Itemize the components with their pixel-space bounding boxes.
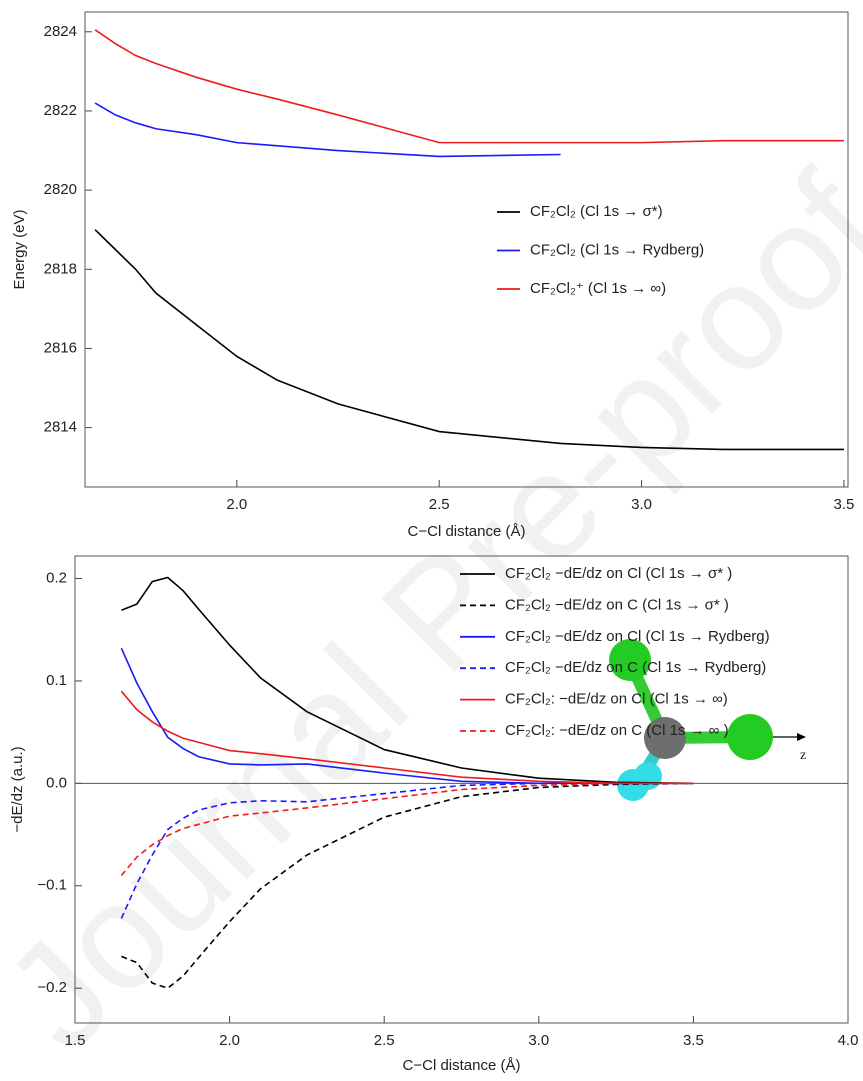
x-tick-label: 2.5 (374, 1032, 395, 1049)
x-tick-label: 4.0 (838, 1032, 859, 1049)
series-line (95, 30, 844, 143)
legend-label: CF₂Cl₂: −dE/dz on Cl (Cl 1s → ∞) (505, 691, 728, 708)
x-axis-label: C−Cl distance (Å) (403, 1057, 521, 1074)
x-tick-label: 2.5 (429, 496, 450, 513)
x-tick-label: 3.5 (683, 1032, 704, 1049)
y-tick-label: 2814 (44, 419, 77, 436)
legend-label: CF₂Cl₂ −dE/dz on C (Cl 1s → σ* ) (505, 596, 729, 613)
atom-f (617, 769, 649, 801)
x-axis-label: C−Cl distance (Å) (408, 523, 526, 540)
y-tick-label: 2818 (44, 260, 77, 277)
legend-label: CF₂Cl₂: −dE/dz on C (Cl 1s → ∞ ) (505, 722, 729, 739)
y-axis-label: Energy (eV) (11, 209, 28, 289)
legend-label: CF₂Cl₂ −dE/dz on C (Cl 1s → Rydberg) (505, 659, 766, 676)
figure: Journal Pre-proof z 2.0 2.5 3.0 3.5 2814 2816… (0, 0, 863, 1076)
x-tick-label: 2.0 (226, 496, 247, 513)
legend-label: CF₂Cl₂ (Cl 1s → Rydberg) (530, 241, 704, 258)
y-tick-label: −0.2 (37, 979, 67, 996)
atom-cl (727, 714, 773, 760)
legend-label: CF₂Cl₂ −dE/dz on Cl (Cl 1s → Rydberg) (505, 628, 770, 645)
legend-label: CF₂Cl₂ −dE/dz on Cl (Cl 1s → σ* ) (505, 565, 732, 582)
y-axis-label: −dE/dz (a.u.) (9, 746, 26, 832)
y-tick-label: −0.1 (37, 877, 67, 894)
legend-label: CF₂Cl₂ (Cl 1s → σ*) (530, 203, 663, 220)
legend-label: CF₂Cl₂⁺ (Cl 1s → ∞) (530, 280, 666, 297)
x-tick-label: 3.0 (631, 496, 652, 513)
series-line (95, 103, 560, 156)
y-tick-label: 0.2 (46, 569, 67, 586)
y-tick-label: 2820 (44, 181, 77, 198)
y-tick-label: 2816 (44, 339, 77, 356)
y-tick-label: 0.1 (46, 672, 67, 689)
page: Journal Pre-proof z 2.0 2.5 3.0 3.5 2814 2816… (0, 0, 863, 1076)
y-tick-label: 0.0 (46, 774, 67, 791)
y-tick-label: 2824 (44, 23, 77, 40)
x-tick-label: 2.0 (219, 1032, 240, 1049)
watermark: Journal Pre-proof (0, 142, 863, 1076)
x-tick-label: 3.0 (528, 1032, 549, 1049)
x-tick-label: 3.5 (834, 496, 855, 513)
x-tick-label: 1.5 (65, 1032, 86, 1049)
z-label: z (800, 748, 806, 763)
arrow-head (797, 733, 806, 741)
y-tick-label: 2822 (44, 102, 77, 119)
